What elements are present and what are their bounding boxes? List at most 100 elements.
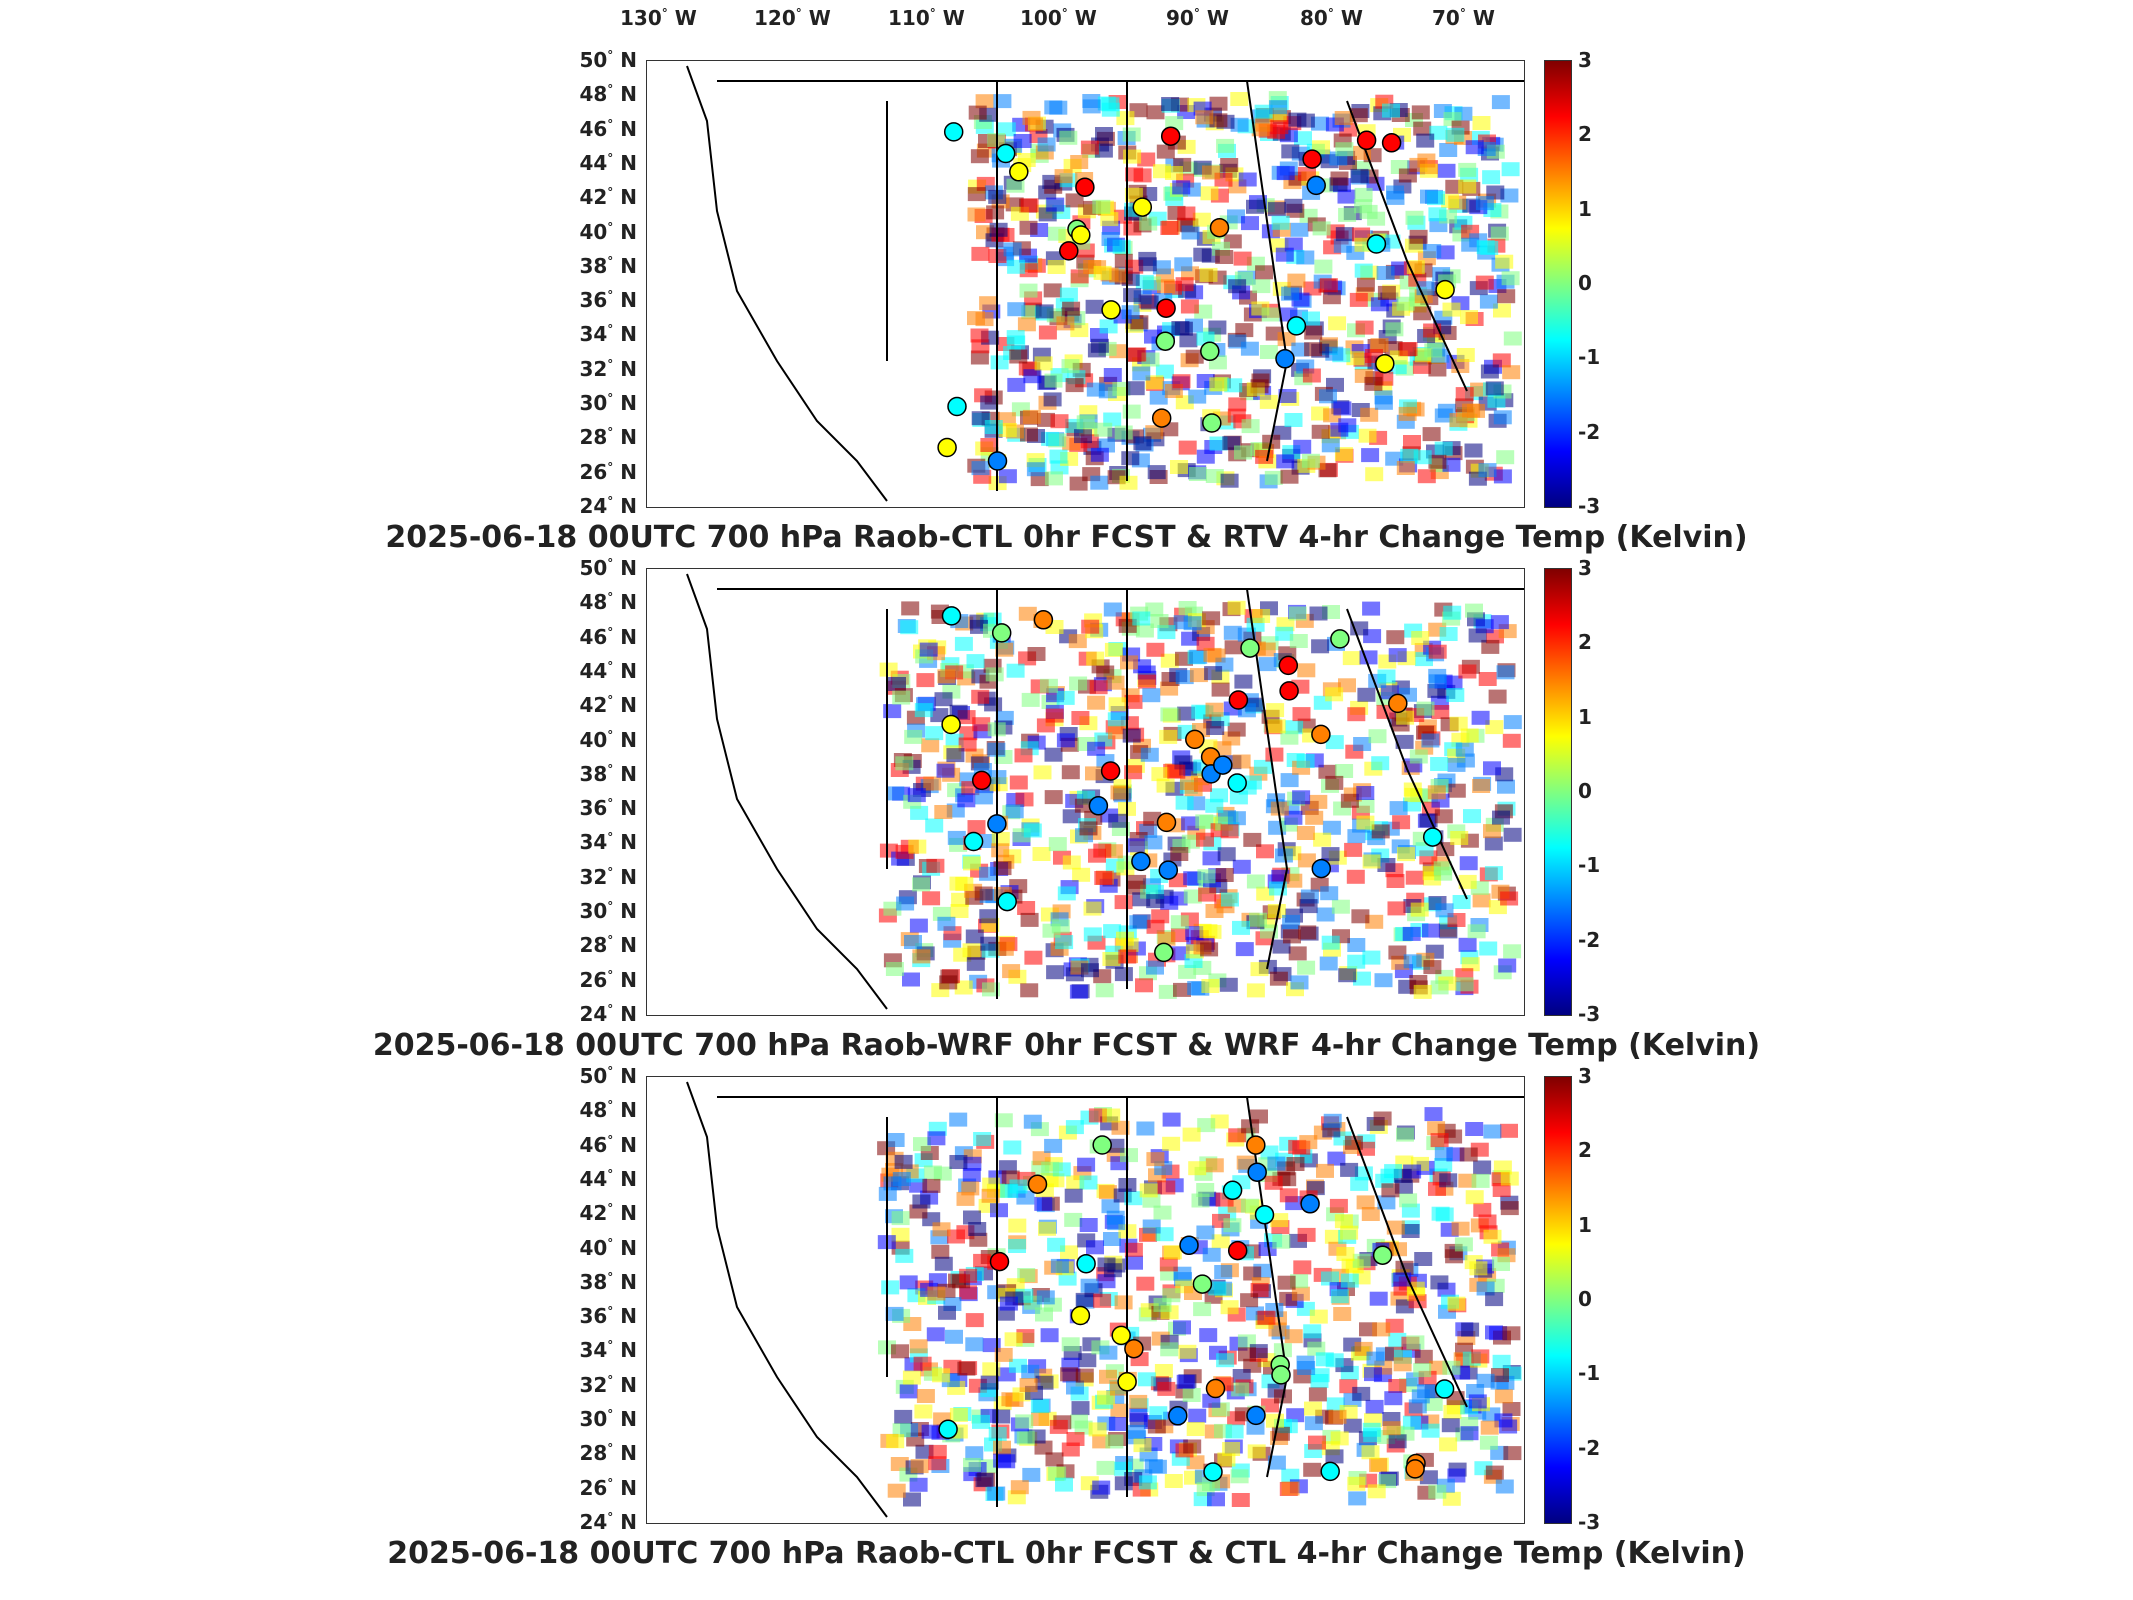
station-marker <box>1247 1162 1267 1182</box>
field-cell <box>1123 288 1142 303</box>
field-cell <box>1040 1328 1059 1343</box>
lat-label: 30° N <box>579 391 637 416</box>
field-cell <box>899 1384 918 1399</box>
station-marker <box>1101 300 1121 320</box>
field-cell <box>1177 706 1196 721</box>
field-cell <box>1231 1382 1250 1397</box>
field-cell <box>1223 1218 1242 1233</box>
field-cell <box>1333 238 1352 253</box>
field-cell <box>1080 1278 1099 1293</box>
field-cell <box>1086 382 1105 397</box>
field-cell <box>971 461 990 476</box>
field-cell <box>1157 279 1175 294</box>
field-cell <box>914 1404 933 1419</box>
station-marker <box>1076 1253 1096 1274</box>
lat-label: 34° N <box>579 1338 637 1363</box>
lat-label: 36° N <box>579 1304 637 1329</box>
field-cell <box>1070 155 1089 169</box>
field-cell <box>1322 820 1341 835</box>
field-cell <box>1297 853 1316 868</box>
field-cell <box>1246 983 1265 998</box>
field-cell <box>1056 733 1075 748</box>
field-cell <box>1321 935 1340 950</box>
station-marker <box>1240 638 1260 658</box>
field-cell <box>1221 892 1239 907</box>
field-cell <box>1232 920 1250 935</box>
field-cell <box>1434 809 1453 824</box>
field-cell <box>1360 407 1379 422</box>
field-cell <box>1231 1493 1250 1507</box>
station-marker <box>997 891 1017 912</box>
field-cell <box>1005 804 1024 819</box>
station-marker <box>1300 1194 1320 1214</box>
colorbar <box>1544 1076 1572 1524</box>
lat-label: 34° N <box>579 830 637 855</box>
field-cell <box>899 1275 918 1290</box>
field-cell <box>1020 427 1038 442</box>
field-cell <box>1460 1426 1479 1441</box>
field-cell <box>1015 1414 1034 1429</box>
field-cell <box>1209 96 1228 111</box>
station-marker <box>1275 349 1295 369</box>
field-cell <box>1124 1242 1143 1257</box>
field-cell <box>1220 824 1239 839</box>
field-cell <box>971 689 990 704</box>
field-cell <box>1381 1183 1400 1198</box>
field-cell <box>1135 274 1154 289</box>
field-cell <box>1382 1421 1401 1436</box>
station-marker <box>1381 133 1402 153</box>
field-cell <box>1089 680 1108 695</box>
lon-label-90w: 90° W <box>1166 6 1229 30</box>
field-cell <box>881 1280 900 1295</box>
field-cell <box>1106 675 1125 690</box>
field-cell <box>1023 369 1042 384</box>
field-cell <box>1080 140 1099 155</box>
field-cell <box>1428 207 1447 222</box>
field-cell <box>1050 1258 1069 1273</box>
field-cell <box>1493 1160 1512 1175</box>
field-cell <box>1162 1112 1181 1127</box>
field-cell <box>1446 688 1465 702</box>
field-cell <box>1297 1227 1316 1242</box>
field-cell <box>1384 1391 1403 1406</box>
field-cell <box>1049 100 1068 115</box>
station-marker <box>971 770 992 791</box>
field-cell <box>1297 663 1316 678</box>
field-cell <box>1348 1491 1367 1506</box>
field-cell <box>886 786 905 801</box>
temperature-field <box>878 600 1522 999</box>
field-cell <box>970 350 989 365</box>
field-cell <box>1147 465 1166 480</box>
field-cell <box>1492 353 1511 368</box>
field-cell <box>959 1268 978 1283</box>
field-cell <box>1485 1465 1504 1480</box>
field-cell <box>1170 915 1189 930</box>
field-cell <box>1032 1151 1051 1166</box>
field-cell <box>1269 100 1288 115</box>
field-cell <box>1246 874 1265 889</box>
field-cell <box>1401 1224 1420 1238</box>
field-cell <box>1186 1422 1205 1436</box>
field-cell <box>1377 858 1396 872</box>
field-cell <box>1331 899 1350 914</box>
field-cell <box>955 876 974 891</box>
field-cell <box>1289 634 1308 648</box>
field-cell <box>907 788 926 803</box>
field-cell <box>1257 1310 1276 1325</box>
field-cell <box>1240 1293 1259 1308</box>
field-cell <box>965 1337 984 1352</box>
field-cell <box>888 677 906 691</box>
field-cell <box>1461 957 1480 972</box>
field-cell <box>1148 1459 1167 1474</box>
field-cell <box>1309 1309 1328 1324</box>
map-plot <box>646 60 1525 508</box>
field-cell <box>1180 299 1199 314</box>
field-cell <box>973 1132 992 1146</box>
field-cell <box>1136 1276 1155 1291</box>
field-cell <box>1293 439 1312 454</box>
field-cell <box>1120 655 1138 670</box>
panel-title: 2025-06-18 00UTC 700 hPa Raob-CTL 0hr FC… <box>387 1536 1746 1571</box>
field-cell <box>1122 728 1141 743</box>
field-cell <box>892 690 911 705</box>
field-cell <box>919 642 938 657</box>
